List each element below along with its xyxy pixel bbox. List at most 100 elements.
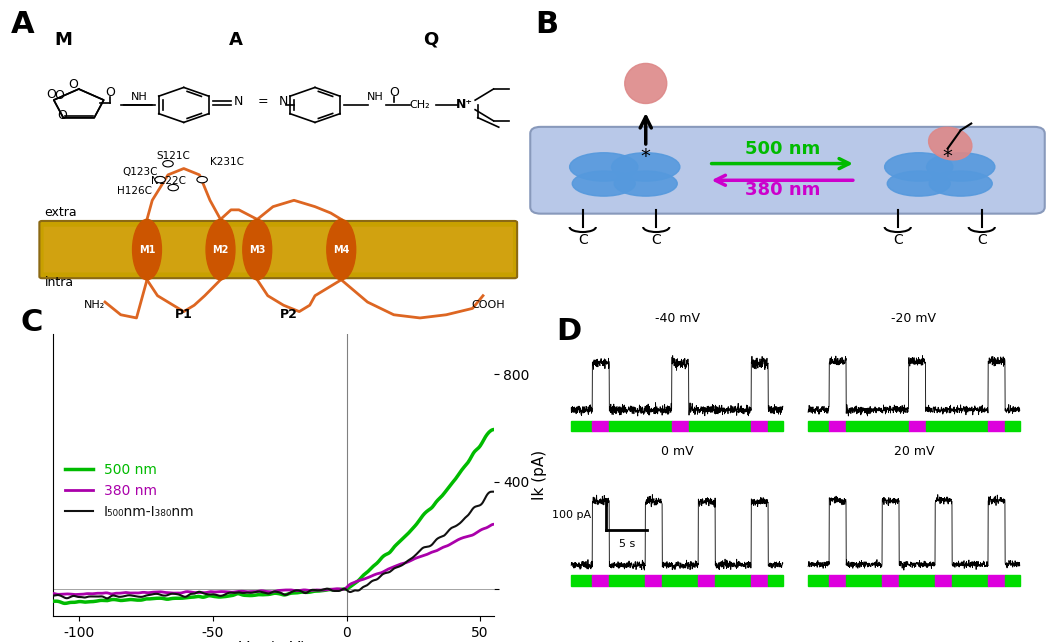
Text: Q: Q [423,31,438,49]
Bar [592,421,609,431]
Ellipse shape [929,171,992,196]
Ellipse shape [625,64,667,103]
Bar [715,575,751,586]
Bar [882,575,899,586]
Text: COOH: COOH [471,300,505,310]
Text: C: C [976,232,987,247]
Text: =: = [257,95,268,108]
Bar [808,575,830,586]
Bar [609,575,646,586]
Ellipse shape [611,153,680,181]
Bar [988,421,1005,431]
Bar [899,575,936,586]
Bar [830,421,846,431]
Text: *: * [640,148,651,166]
Bar [908,421,925,431]
Ellipse shape [887,171,950,196]
Bar [846,421,908,431]
Bar [808,421,830,431]
Bar [936,575,952,586]
Text: N⁺: N⁺ [456,98,474,112]
Bar [663,575,698,586]
Legend: 500 nm, 380 nm, I₅₀₀nm-I₃₈₀nm: 500 nm, 380 nm, I₅₀₀nm-I₃₈₀nm [60,458,201,525]
Text: K231C: K231C [210,157,244,168]
Text: N: N [279,95,288,108]
Bar [592,575,609,586]
Circle shape [163,160,173,167]
Text: C: C [651,232,662,247]
Bar [1005,575,1020,586]
Text: M3: M3 [249,245,266,255]
Text: N122C: N122C [150,177,186,186]
Text: B: B [536,10,559,39]
Bar [768,421,783,431]
Text: 100 pA: 100 pA [552,510,591,519]
Bar [952,575,988,586]
Text: 20 mV: 20 mV [894,445,934,458]
Text: 5 s: 5 s [618,539,635,550]
Text: C: C [892,232,903,247]
Text: O: O [55,89,64,101]
Text: 0 mV: 0 mV [660,445,693,458]
Text: M1: M1 [139,245,155,255]
Ellipse shape [206,220,235,280]
Text: P2: P2 [279,308,298,321]
Bar [571,421,592,431]
Text: A: A [229,31,244,49]
Text: N: N [234,95,244,108]
Ellipse shape [926,153,995,181]
Ellipse shape [928,127,972,160]
Circle shape [197,177,208,183]
Bar [689,421,751,431]
Text: NH: NH [131,92,147,102]
Circle shape [155,177,166,183]
FancyBboxPatch shape [44,227,512,272]
Text: *: * [943,148,952,166]
Ellipse shape [572,171,635,196]
Bar [571,575,592,586]
Bar [1005,421,1020,431]
Text: O: O [57,109,67,123]
Bar [609,421,672,431]
Ellipse shape [884,153,953,181]
Text: C: C [578,232,588,247]
Ellipse shape [327,220,356,280]
FancyBboxPatch shape [530,127,1045,214]
Text: -20 mV: -20 mV [891,312,937,325]
Ellipse shape [569,153,638,181]
Text: P1: P1 [174,308,193,321]
Text: M4: M4 [333,245,350,255]
Text: CH₂: CH₂ [410,100,430,110]
Text: H126C: H126C [118,186,152,196]
Text: O: O [46,88,57,101]
Bar [698,575,715,586]
Bar [646,575,663,586]
Bar [751,421,768,431]
Ellipse shape [132,220,162,280]
Bar [925,421,988,431]
Text: M: M [54,31,72,49]
Bar [830,575,846,586]
Text: intra: intra [44,276,74,289]
X-axis label: Vm (mV): Vm (mV) [239,640,307,642]
Bar [768,575,783,586]
Text: extra: extra [44,206,78,219]
Text: NH: NH [368,92,383,102]
Text: O: O [388,85,399,99]
Text: D: D [556,317,582,347]
Bar [988,575,1005,586]
Text: M2: M2 [212,245,229,255]
Text: S121C: S121C [156,151,190,161]
Text: A: A [10,10,34,39]
Text: Q123C: Q123C [122,167,158,177]
Text: NH₂: NH₂ [84,300,105,310]
Circle shape [168,184,178,191]
Bar [846,575,882,586]
Bar [751,575,768,586]
Text: 380 nm: 380 nm [744,181,820,199]
Text: O: O [68,78,79,91]
FancyBboxPatch shape [40,221,517,278]
Ellipse shape [243,220,272,280]
Ellipse shape [614,171,677,196]
Text: C: C [21,308,43,337]
